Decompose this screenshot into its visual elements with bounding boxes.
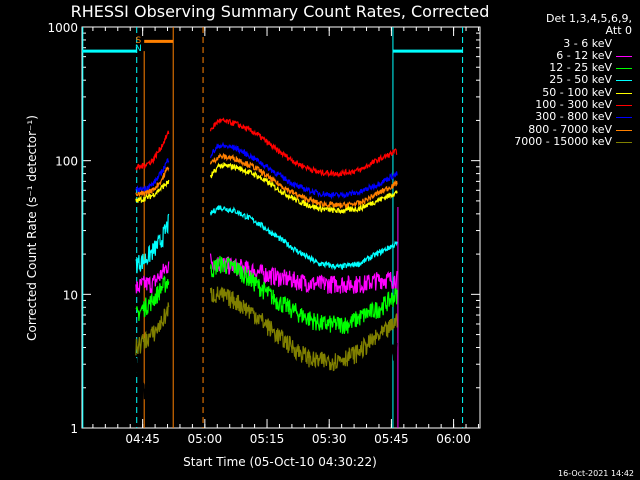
- legend-label: 25 - 50 keV: [549, 73, 612, 87]
- x-tick-label: 05:30: [312, 432, 347, 446]
- footer-timestamp: 16-Oct-2021 14:42: [558, 469, 634, 478]
- y-tick-label: 100: [55, 155, 78, 169]
- series-lines: [135, 117, 398, 419]
- series-line-6-seg1: [209, 141, 398, 200]
- series-line-6-seg0: [135, 158, 170, 194]
- legend-header-attenuator: Att 0: [605, 24, 632, 38]
- legend-entry: 800 - 7000 keV: [486, 122, 632, 136]
- x-axis-label: Start Time (05-Oct-10 04:30:22): [183, 455, 377, 469]
- series-line-2-seg0: [135, 275, 170, 321]
- axis-ticks: 04:45 05:00 05:15 05:30 05:45 06:00 1 10 100 1000: [47, 21, 480, 446]
- series-line-4-seg1: [209, 161, 398, 215]
- flag-label: N: [135, 44, 142, 54]
- legend-label: 100 - 300 keV: [535, 98, 612, 112]
- series-line-3-seg1: [209, 205, 398, 271]
- x-tick-label: 06:00: [436, 432, 471, 446]
- series-line-4-seg0: [135, 179, 170, 204]
- legend-label: 300 - 800 keV: [535, 110, 612, 124]
- x-tick-label: 05:15: [250, 432, 285, 446]
- series-line-5-seg0: [135, 130, 170, 171]
- flag-label: S: [136, 36, 142, 46]
- series-line-5-seg1: [209, 117, 398, 178]
- series-line-0-seg0: [135, 349, 170, 407]
- orbit-overlays: SN: [82, 27, 464, 428]
- legend-label: 800 - 7000 keV: [528, 122, 612, 136]
- plot-frame: [81, 26, 481, 429]
- y-tick-label: 10: [63, 288, 78, 302]
- legend-entry: 100 - 300 keV: [486, 98, 632, 112]
- legend-entry: 7000 - 15000 keV: [486, 134, 632, 148]
- legend-header-detectors: Det 1,3,4,5,6,9,: [545, 12, 632, 25]
- legend-label: 6 - 12 keV: [556, 48, 612, 62]
- y-axis-label: Corrected Count Rate (s⁻¹ detector⁻¹): [25, 115, 39, 341]
- legend-swatch: [616, 92, 632, 94]
- x-tick-label: 05:45: [374, 432, 409, 446]
- x-tick-label: 04:45: [125, 432, 160, 446]
- chart-title: RHESSI Observing Summary Count Rates, Co…: [71, 2, 490, 21]
- legend-entry: 50 - 100 keV: [486, 85, 632, 99]
- plot-border: [81, 26, 481, 429]
- legend-swatch: [616, 43, 632, 45]
- legend: Det 1,3,4,5,6,9, Att 0 3 - 6 keV 6 - 12 k…: [486, 12, 632, 148]
- series-line-8-seg1: [209, 286, 398, 372]
- legend-swatch: [616, 55, 632, 57]
- series-line-1-seg1: [209, 253, 398, 294]
- legend-entry: 25 - 50 keV: [486, 74, 632, 86]
- series-line-3-seg0: [135, 213, 170, 274]
- series-line-8-seg0: [135, 302, 170, 356]
- series-line-1-seg0: [135, 261, 170, 294]
- legend-swatch: [616, 141, 632, 143]
- legend-entry: 300 - 800 keV: [486, 111, 632, 123]
- legend-swatch: [616, 117, 632, 119]
- legend-entry: 6 - 12 keV: [486, 48, 632, 62]
- legend-swatch: [616, 105, 632, 107]
- legend-entry: 3 - 6 keV: [486, 36, 632, 50]
- y-tick-label: 1000: [47, 21, 78, 35]
- x-tick-label: 05:00: [188, 432, 223, 446]
- legend-label: 50 - 100 keV: [542, 85, 612, 99]
- legend-label: 7000 - 15000 keV: [514, 134, 612, 148]
- legend-label: 3 - 6 keV: [563, 36, 612, 50]
- legend-entry: 12 - 25 keV: [486, 62, 632, 74]
- y-tick-label: 1: [70, 422, 78, 436]
- legend-swatch: [616, 68, 632, 70]
- legend-swatch: [616, 80, 632, 82]
- series-line-7-seg1: [209, 152, 398, 209]
- legend-label: 12 - 25 keV: [549, 61, 612, 75]
- series-line-2-seg1: [209, 255, 398, 335]
- legend-swatch: [616, 129, 632, 131]
- series-line-7-seg0: [135, 166, 170, 197]
